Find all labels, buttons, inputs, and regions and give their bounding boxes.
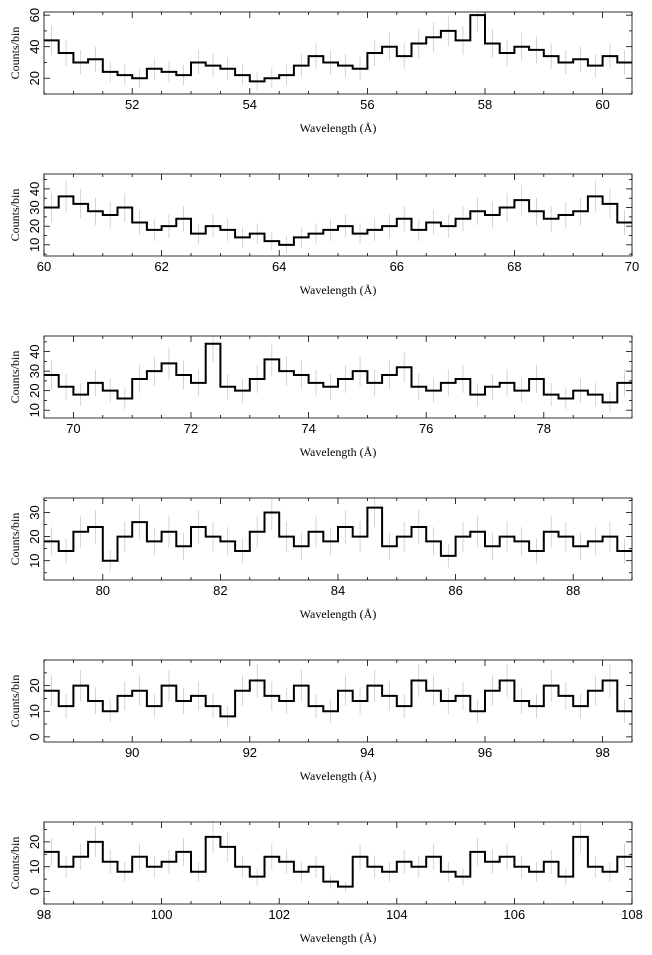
x-tick-label: 70 (625, 259, 639, 274)
y-tick-label: 20 (27, 219, 42, 233)
spectrum-step-line (44, 195, 632, 246)
x-tick-label: 84 (331, 583, 345, 598)
x-tick-label: 108 (621, 907, 643, 922)
x-tick-label: 94 (360, 745, 374, 760)
x-tick-label: 68 (507, 259, 521, 274)
x-tick-label: 86 (448, 583, 462, 598)
x-tick-label: 100 (151, 907, 173, 922)
x-axis-title: Wavelength (Å) (300, 445, 377, 459)
y-tick-label: 40 (27, 39, 42, 53)
x-tick-label: 102 (268, 907, 290, 922)
x-tick-label: 76 (419, 421, 433, 436)
x-tick-label: 80 (96, 583, 110, 598)
y-axis-title: Counts/bin (8, 351, 22, 404)
x-tick-label: 52 (125, 97, 139, 112)
x-tick-label: 70 (66, 421, 80, 436)
spectrum-step-line (44, 679, 632, 718)
y-axis-title: Counts/bin (8, 27, 22, 80)
y-tick-label: 20 (27, 678, 42, 692)
x-tick-label: 88 (566, 583, 580, 598)
y-tick-label: 10 (27, 704, 42, 718)
x-tick-label: 98 (595, 745, 609, 760)
y-axis-title: Counts/bin (8, 837, 22, 890)
x-tick-label: 56 (360, 97, 374, 112)
x-axis-title: Wavelength (Å) (300, 607, 377, 621)
x-tick-label: 60 (595, 97, 609, 112)
x-tick-label: 78 (537, 421, 551, 436)
y-axis-title: Counts/bin (8, 675, 22, 728)
x-tick-label: 98 (37, 907, 51, 922)
y-tick-label: 40 (27, 344, 42, 358)
x-axis-title: Wavelength (Å) (300, 769, 377, 783)
y-tick-label: 30 (27, 364, 42, 378)
spectrum-panel-6: 98 100 102 104 106 108 0 10 20 Wavelength (Å) Coun… (8, 821, 643, 945)
y-tick-label: 20 (27, 835, 42, 849)
y-tick-label: 10 (27, 553, 42, 567)
x-tick-label: 92 (243, 745, 257, 760)
y-tick-label: 10 (27, 238, 42, 252)
y-axis-title: Counts/bin (8, 189, 22, 242)
spectrum-step-line (44, 835, 632, 888)
x-tick-label: 90 (125, 745, 139, 760)
x-tick-label: 106 (504, 907, 526, 922)
spectrum-panel-2: 60 62 64 66 68 70 10 20 30 40 Wavelength (Å) Counts… (8, 173, 639, 297)
x-axis-title: Wavelength (Å) (300, 283, 377, 297)
y-tick-label: 20 (27, 71, 42, 85)
x-tick-label: 58 (478, 97, 492, 112)
x-tick-label: 62 (154, 259, 168, 274)
x-tick-label: 72 (184, 421, 198, 436)
spectrum-step-line (44, 506, 632, 562)
spectrum-step-line (44, 14, 632, 83)
x-tick-label: 104 (386, 907, 408, 922)
y-tick-label: 30 (27, 505, 42, 519)
y-tick-label: 10 (27, 403, 42, 417)
x-tick-label: 74 (301, 421, 315, 436)
spectrum-panel-5: 90 92 94 96 98 0 10 20 Wavelength (Å) Counts/bin (8, 659, 633, 783)
y-tick-label: 20 (27, 529, 42, 543)
spectrum-panel-3: 70 72 74 76 78 10 20 30 40 Wavelength (Å) Counts/b… (8, 335, 633, 459)
x-tick-label: 64 (272, 259, 286, 274)
y-tick-label: 10 (27, 859, 42, 873)
x-tick-label: 54 (243, 97, 257, 112)
spectrum-step-line (44, 342, 632, 404)
spectrum-panel-1: 52 54 56 58 60 20 40 60 Wavelength (Å) Counts/bin (8, 8, 633, 135)
x-axis-title: Wavelength (Å) (300, 931, 377, 945)
x-tick-label: 96 (478, 745, 492, 760)
y-tick-label: 30 (27, 200, 42, 214)
y-tick-label: 0 (27, 888, 42, 895)
spectrum-panel-4: 80 82 84 86 88 10 20 30 Wavelength (Å) Counts/bin (8, 497, 633, 621)
x-tick-label: 66 (390, 259, 404, 274)
x-tick-label: 82 (213, 583, 227, 598)
y-tick-label: 20 (27, 383, 42, 397)
x-tick-label: 60 (37, 259, 51, 274)
y-tick-label: 0 (27, 733, 42, 740)
x-axis-title: Wavelength (Å) (300, 121, 377, 135)
y-tick-label: 60 (27, 8, 42, 22)
y-axis-title: Counts/bin (8, 513, 22, 566)
plot-frame (43, 335, 633, 419)
y-tick-label: 40 (27, 182, 42, 196)
